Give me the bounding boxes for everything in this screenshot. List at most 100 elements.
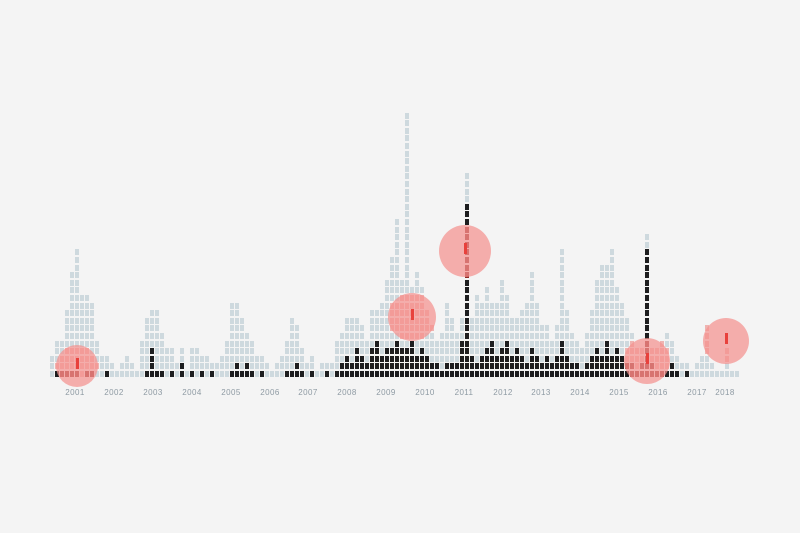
bar-segment-light	[70, 340, 74, 347]
bar-segment-light	[585, 333, 589, 339]
bar-segment-light	[520, 348, 524, 355]
bar-segment-light	[405, 135, 409, 142]
bar-segment-light	[330, 363, 334, 370]
bar-segment-dark	[380, 371, 384, 377]
bar-segment-light	[340, 355, 344, 362]
chart-bar	[690, 0, 694, 377]
bar-segment-dark	[550, 371, 554, 377]
bar-segment-light	[570, 333, 574, 339]
bar-segment-dark	[460, 355, 464, 362]
bar-segment-light	[525, 310, 529, 317]
bar-segment-light	[580, 363, 584, 370]
bar-segment-light	[230, 302, 234, 309]
bar-segment-dark	[170, 371, 174, 377]
bar-segment-light	[335, 348, 339, 355]
bar-segment-light	[390, 340, 394, 347]
bar-segment-light	[600, 317, 604, 324]
bar-segment-dark	[405, 348, 409, 355]
bar-segment-light	[160, 355, 164, 362]
bar-segment-light	[50, 355, 54, 362]
bar-segment-light	[595, 287, 599, 294]
bar-segment-dark	[465, 340, 469, 347]
bar-segment-light	[255, 371, 259, 377]
bar-segment-dark	[465, 310, 469, 317]
bar-segment-light	[300, 348, 304, 355]
bar-segment-light	[445, 302, 449, 309]
bar-segment-dark	[150, 355, 154, 362]
bar-segment-light	[610, 272, 614, 279]
bar-segment-dark	[465, 203, 469, 210]
chart-bar	[620, 0, 624, 377]
bar-segment-dark	[345, 363, 349, 370]
bar-segment-dark	[480, 371, 484, 377]
chart-bar	[190, 0, 194, 377]
chart-bar	[130, 0, 134, 377]
bar-segment-light	[605, 302, 609, 309]
bar-segment-light	[80, 340, 84, 347]
chart-bar	[555, 0, 559, 377]
bar-segment-light	[590, 317, 594, 324]
bar-segment-dark	[245, 363, 249, 370]
bar-segment-light	[575, 355, 579, 362]
bar-segment-dark	[505, 348, 509, 355]
bar-segment-light	[200, 363, 204, 370]
bar-segment-light	[405, 219, 409, 225]
chart-bar	[165, 0, 169, 377]
bar-segment-light	[405, 234, 409, 241]
bar-segment-light	[155, 325, 159, 332]
bar-segment-light	[610, 287, 614, 294]
bar-segment-light	[380, 340, 384, 347]
chart-bar	[695, 0, 699, 377]
bar-segment-light	[485, 295, 489, 301]
bar-segment-light	[515, 325, 519, 332]
bar-segment-light	[385, 325, 389, 332]
bar-segment-dark	[595, 348, 599, 355]
bar-segment-light	[705, 371, 709, 377]
bar-segment-dark	[475, 371, 479, 377]
bar-segment-light	[160, 363, 164, 370]
bar-segment-dark	[575, 363, 579, 370]
bar-segment-light	[75, 249, 79, 256]
bar-segment-light	[560, 295, 564, 301]
bar-segment-light	[360, 348, 364, 355]
bar-segment-light	[560, 317, 564, 324]
chart-bar	[250, 0, 254, 377]
chart-bar	[320, 0, 324, 377]
bar-segment-dark	[590, 371, 594, 377]
chart-bar	[160, 0, 164, 377]
x-axis-tick-label: 2002	[104, 388, 124, 397]
bar-segment-dark	[295, 371, 299, 377]
bar-segment-light	[555, 340, 559, 347]
bar-segment-dark	[465, 371, 469, 377]
bar-segment-light	[165, 371, 169, 377]
bar-segment-light	[105, 363, 109, 370]
bar-segment-dark	[525, 371, 529, 377]
bar-segment-light	[685, 363, 689, 370]
bar-segment-light	[470, 340, 474, 347]
bar-segment-light	[535, 340, 539, 347]
bar-segment-dark	[260, 371, 264, 377]
bar-segment-dark	[150, 371, 154, 377]
chart-bar	[185, 0, 189, 377]
bar-segment-dark	[490, 348, 494, 355]
bar-segment-light	[610, 340, 614, 347]
bar-segment-light	[540, 325, 544, 332]
bar-segment-dark	[605, 371, 609, 377]
bar-segment-dark	[460, 348, 464, 355]
bar-segment-light	[545, 348, 549, 355]
bar-segment-dark	[395, 363, 399, 370]
bar-segment-light	[430, 348, 434, 355]
bar-segment-light	[425, 348, 429, 355]
bar-segment-light	[160, 348, 164, 355]
bar-segment-light	[375, 310, 379, 317]
bar-segment-light	[480, 340, 484, 347]
bar-segment-light	[525, 340, 529, 347]
bar-segment-light	[525, 348, 529, 355]
bar-segment-light	[540, 333, 544, 339]
bar-segment-dark	[515, 355, 519, 362]
bar-segment-light	[235, 317, 239, 324]
bar-segment-light	[500, 302, 504, 309]
bar-segment-light	[295, 355, 299, 362]
bar-segment-light	[65, 317, 69, 324]
bar-segment-light	[380, 317, 384, 324]
